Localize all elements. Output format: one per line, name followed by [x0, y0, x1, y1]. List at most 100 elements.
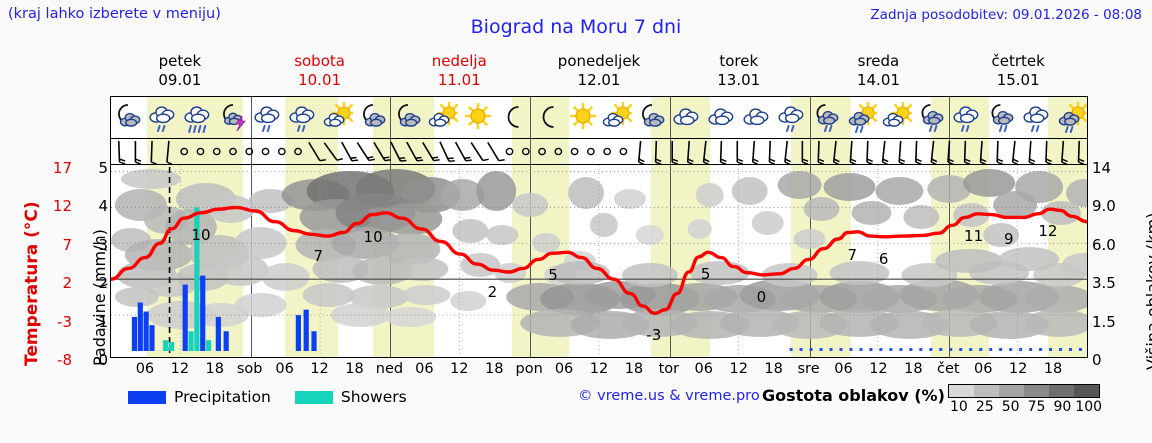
weather-icon-moon-thunder — [216, 97, 251, 138]
day-name: torek — [719, 52, 759, 70]
x-tick-label: 18 — [484, 361, 504, 377]
density-step-label: 25 — [975, 399, 994, 415]
density-step — [1024, 385, 1049, 397]
weather-icon-moon-cloud-rain — [810, 97, 845, 138]
cloud-height-tick: 6.0 — [1092, 235, 1116, 254]
day-separator — [390, 139, 391, 164]
night-shading-band — [285, 139, 338, 164]
x-tick-label: 06 — [694, 361, 714, 377]
x-tick-label: 12 — [729, 361, 748, 377]
temperature-value-label: 5 — [700, 265, 711, 284]
day-column-1: sobota 10.01 — [250, 52, 390, 94]
day-header-strip: petek 09.01 sobota 10.01 nedelja 11.01 p… — [110, 52, 1088, 94]
day-date: 10.01 — [298, 71, 342, 89]
temperature-axis-title: Temperatura (°C) — [2, 170, 42, 370]
weather-icon-sun-cloud-rain — [845, 97, 880, 138]
day-separator — [810, 165, 811, 357]
weather-icon-cloud-rain-heavy — [181, 97, 216, 138]
weather-icon-moon-cloud — [111, 97, 146, 138]
day-column-0: petek 09.01 — [110, 52, 250, 94]
day-name: petek — [158, 52, 202, 70]
x-tick-label: 12 — [170, 361, 190, 377]
cloud-height-tick: 14 — [1092, 159, 1112, 177]
day-separator — [670, 139, 671, 164]
day-separator — [530, 97, 531, 138]
weather-icon-cloud — [705, 97, 740, 138]
x-tick-label: 06 — [834, 361, 853, 377]
precipitation-tick: 0 — [98, 351, 108, 369]
day-separator — [810, 139, 811, 164]
weather-icon-cloud — [740, 97, 775, 138]
day-separator — [670, 97, 671, 138]
cloud-height-axis-title: Višina oblakov (km) — [1124, 165, 1152, 375]
precipitation-axis-ticks: 5 4 3 2 1 0 — [88, 159, 108, 369]
temperature-value-label: -3 — [646, 326, 662, 345]
day-separator — [530, 165, 531, 357]
cloud-height-tick: 1.5 — [1092, 312, 1116, 331]
precipitation-tick: 5 — [98, 159, 108, 177]
cloud-height-tick: 3.5 — [1092, 274, 1116, 293]
density-step — [974, 385, 999, 397]
temperature-tick: 12 — [52, 197, 72, 216]
day-column-3: ponedeljek 12.01 — [529, 52, 669, 94]
cloud-height-axis-ticks: 14 9.0 6.0 3.5 1.5 0 — [1092, 159, 1128, 369]
x-tick-label: 18 — [624, 361, 644, 377]
temperature-tick: -3 — [57, 312, 72, 331]
weather-icon-cloud-rain-light — [775, 97, 810, 138]
temperature-value-label: 11 — [964, 226, 984, 245]
density-step-label: 50 — [1001, 399, 1020, 415]
x-tick-label: 18 — [345, 361, 364, 377]
weather-icon-cloud — [670, 97, 705, 138]
cloud-density-numbers: 10 25 50 75 90 100 — [946, 399, 1102, 415]
precipitation-tick: 3 — [98, 235, 108, 254]
weather-icon-moon-cloud — [635, 97, 670, 138]
weather-icon-moon-cloud — [390, 97, 425, 138]
day-name: sreda — [857, 52, 900, 70]
temperature-value-label: 10 — [191, 225, 211, 244]
weather-icon-cloud-rain-light — [251, 97, 286, 138]
temperature-value-label: 2 — [487, 283, 498, 302]
day-separator — [810, 97, 811, 138]
x-tick-label: sob — [236, 361, 263, 377]
weather-icon-moon-cloud-rain — [914, 97, 949, 138]
weather-icon-moon — [530, 97, 565, 138]
night-shading-band — [147, 139, 244, 164]
precipitation-tick: 1 — [98, 312, 108, 331]
x-tick-label: 06 — [415, 361, 434, 377]
weather-icon-sun-cloud-rain — [1054, 97, 1087, 138]
location-menu-note[interactable]: (kraj lahko izberete v meniju) — [8, 6, 221, 22]
temperature-value-label: 12 — [1038, 222, 1058, 241]
weather-icon-sun-cloud — [321, 97, 356, 138]
night-shading-band — [930, 139, 990, 164]
day-separator — [251, 97, 252, 138]
x-tick-label: 12 — [869, 361, 888, 377]
wind-barbs — [117, 140, 1085, 164]
weather-icon-row — [111, 97, 1087, 139]
weather-icon-cloud-rain-light — [146, 97, 181, 138]
forecast-plot[interactable]: 10 7 10 2 5 -3 5 0 7 6 11 9 12 — [110, 96, 1088, 358]
last-update-label: Zadnja posodobitev: 09.01.2026 - 08:08 — [870, 7, 1142, 23]
weather-icon-sun-cloud — [879, 97, 914, 138]
night-shading-band — [511, 97, 569, 138]
meteogram-graph: 10 7 10 2 5 -3 5 0 7 6 11 9 12 — [111, 165, 1087, 357]
night-shading-band — [511, 139, 569, 164]
weather-icon-moon-cloud — [356, 97, 391, 138]
x-tick-label: 06 — [973, 361, 993, 377]
day-date: 14.01 — [856, 71, 900, 89]
copyright-link[interactable]: © vreme.us & vreme.pro — [578, 388, 760, 404]
day-date: 13.01 — [717, 71, 761, 89]
x-tick-label: 18 — [764, 361, 783, 377]
cloud-density-legend-title: Gostota oblakov (%) — [762, 386, 945, 405]
day-date: 12.01 — [577, 71, 621, 89]
temperature-value-label: 7 — [847, 245, 858, 264]
day-separator — [949, 97, 950, 138]
density-step-label: 75 — [1027, 399, 1046, 415]
weather-icon-cloud-rain-light — [949, 97, 984, 138]
x-tick-label: čet — [936, 361, 960, 377]
series-legend: Precipitation Showers — [128, 386, 407, 408]
day-date: 15.01 — [996, 71, 1040, 89]
temperature-tick: 7 — [62, 235, 72, 254]
weather-icon-sun — [565, 97, 600, 138]
temperature-value-label: 7 — [313, 247, 324, 266]
temperature-axis-ticks: 17 12 7 2 -3 -8 — [36, 159, 72, 369]
